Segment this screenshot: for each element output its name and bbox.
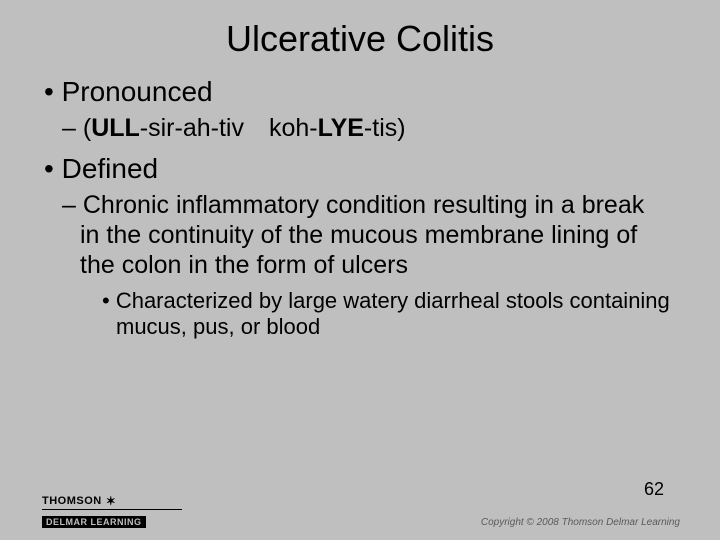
brand-top-text: THOMSON <box>42 495 102 507</box>
pron-mid: -sir-ah-tiv koh- <box>140 114 318 142</box>
pron-close: -tis) <box>364 114 406 142</box>
definition-sub: Characterized by large watery diarrheal … <box>44 288 690 341</box>
slide-body: Pronounced (ULL-sir-ah-tiv koh-LYE-tis) … <box>0 74 720 341</box>
definition-sub-text: Characterized by large watery diarrheal … <box>116 288 670 339</box>
pronunciation-line: (ULL-sir-ah-tiv koh-LYE-tis) <box>44 113 690 143</box>
pron-open: ( <box>83 114 91 142</box>
footer: THOMSON ✶ DELMAR LEARNING 62 Copyright ©… <box>0 492 720 540</box>
definition-body: Chronic inflammatory condition resulting… <box>80 191 644 279</box>
pron-bold-1: ULL <box>91 114 140 142</box>
publisher-logo: THOMSON ✶ DELMAR LEARNING <box>42 495 182 530</box>
page-number: 62 <box>644 479 664 500</box>
defined-label: Defined <box>62 153 159 184</box>
copyright-text: Copyright © 2008 Thomson Delmar Learning <box>481 517 680 528</box>
pronounced-label: Pronounced <box>62 76 213 107</box>
star-icon: ✶ <box>106 495 117 507</box>
bullet-defined: Defined <box>44 151 690 186</box>
brand-top: THOMSON ✶ <box>42 495 182 507</box>
slide-title: Ulcerative Colitis <box>0 0 720 74</box>
definition-text: Chronic inflammatory condition resulting… <box>44 190 690 280</box>
brand-divider <box>42 509 182 510</box>
pron-bold-2: LYE <box>318 114 364 142</box>
brand-bottom: DELMAR LEARNING <box>42 516 146 528</box>
bullet-pronounced: Pronounced <box>44 74 690 109</box>
